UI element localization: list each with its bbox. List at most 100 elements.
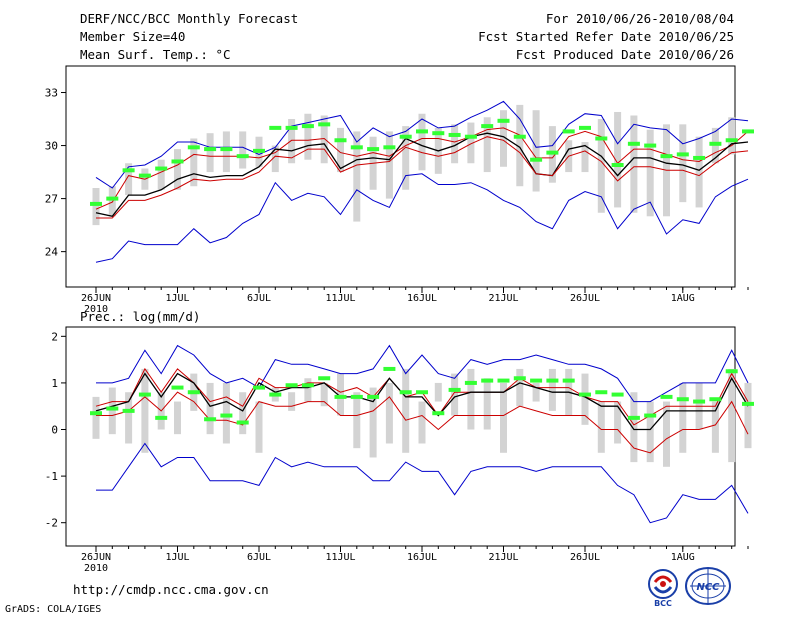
spread-box xyxy=(239,131,247,169)
member-marker xyxy=(269,392,282,397)
member-marker xyxy=(187,145,200,150)
x-tick-label: 16JUL xyxy=(407,552,437,563)
spread-box xyxy=(402,126,410,190)
spread-box xyxy=(483,378,491,430)
spread-box xyxy=(92,396,100,439)
member-marker xyxy=(367,394,380,399)
spread-box xyxy=(597,401,605,453)
series-inner-low xyxy=(96,391,749,454)
member-marker xyxy=(530,157,543,162)
series-outer-low xyxy=(95,173,749,263)
spread-box xyxy=(451,373,459,416)
spread-box xyxy=(304,113,312,160)
member-marker xyxy=(334,138,347,143)
grads-credit: GrADS: COLA/IGES xyxy=(5,604,102,615)
chart-title: DERF/NCC/BCC Monthly Forecast xyxy=(80,11,299,26)
x-tick-label: 11JUL xyxy=(325,552,355,563)
x-year-label: 2010 xyxy=(84,304,108,315)
member-marker xyxy=(138,173,151,178)
spread-box xyxy=(353,392,361,449)
member-marker xyxy=(367,147,380,152)
footer-url[interactable]: http://cmdp.ncc.cma.gov.cn xyxy=(73,582,269,597)
spread-box xyxy=(467,368,475,430)
member-marker xyxy=(301,383,314,388)
member-marker xyxy=(171,159,184,164)
spread-box xyxy=(532,110,540,192)
spread-box xyxy=(516,104,524,187)
fcst-started-date: Fcst Started Refer Date 2010/06/25 xyxy=(478,29,734,44)
series-mean xyxy=(95,372,749,431)
member-marker xyxy=(725,369,738,374)
spread-box xyxy=(369,387,377,458)
spread-box xyxy=(92,187,100,226)
member-marker xyxy=(676,397,689,402)
member-marker xyxy=(627,141,640,146)
y-tick-label: 27 xyxy=(45,193,58,206)
member-marker xyxy=(562,129,575,134)
member-marker xyxy=(90,201,102,206)
x-tick-label: 1AUG xyxy=(671,552,695,563)
member-marker xyxy=(709,141,722,146)
series-outer-high xyxy=(96,344,749,403)
spread-box xyxy=(141,368,149,453)
forecast-range: For 2010/06/26-2010/08/04 xyxy=(545,11,734,26)
member-marker xyxy=(513,134,526,139)
spread-box xyxy=(500,382,507,453)
spread-box xyxy=(320,382,328,407)
x-tick-label: 11JUL xyxy=(325,293,355,304)
spread-box xyxy=(516,368,524,407)
member-marker xyxy=(693,155,706,160)
member-marker xyxy=(285,125,298,130)
member-marker xyxy=(432,411,445,416)
x-tick-label: 1JUL xyxy=(165,293,189,304)
spread-box xyxy=(125,392,133,444)
member-marker xyxy=(497,378,510,383)
member-marker xyxy=(122,408,135,413)
plot-frame xyxy=(65,65,736,288)
member-marker xyxy=(236,154,249,159)
spread-box xyxy=(500,110,507,167)
spread-box xyxy=(728,368,736,463)
x-tick-label: 21JUL xyxy=(488,552,518,563)
spread-box xyxy=(679,382,687,453)
precip-title: Prec.: log(mm/d) xyxy=(80,309,200,324)
y-tick-label: -2 xyxy=(45,517,58,530)
spread-box xyxy=(385,131,393,199)
spread-box xyxy=(255,401,263,453)
member-marker xyxy=(187,390,200,395)
member-marker xyxy=(742,401,754,406)
spread-box xyxy=(467,122,475,164)
y-tick-label: 0 xyxy=(51,424,58,437)
spread-box xyxy=(288,392,296,411)
y-tick-label: 1 xyxy=(51,377,58,390)
fcst-produced-date: Fcst Produced Date 2010/06/26 xyxy=(515,47,734,62)
spread-box xyxy=(679,124,687,203)
member-marker xyxy=(350,394,363,399)
spread-box xyxy=(418,401,426,444)
y-tick-label: 2 xyxy=(51,330,58,343)
y-tick-label: 24 xyxy=(45,246,59,259)
spread-box xyxy=(222,382,230,444)
member-marker xyxy=(383,366,396,371)
x-tick-label: 1AUG xyxy=(671,293,695,304)
member-size: Member Size=40 xyxy=(80,29,186,44)
member-marker xyxy=(318,122,331,127)
member-marker xyxy=(301,124,314,129)
member-marker xyxy=(253,385,265,390)
x-tick-label: 6JUL xyxy=(247,552,271,563)
variable-title: Mean Surf. Temp.: °C xyxy=(80,47,231,62)
member-marker xyxy=(90,411,102,416)
spread-box xyxy=(353,131,361,222)
spread-box xyxy=(402,368,410,453)
spread-box xyxy=(646,401,654,463)
member-marker xyxy=(742,129,754,134)
spread-box xyxy=(532,382,540,402)
member-marker xyxy=(693,399,706,404)
x-year-label: 2010 xyxy=(84,563,108,574)
member-marker xyxy=(448,132,461,137)
spread-box xyxy=(695,136,703,208)
member-marker xyxy=(611,163,624,168)
member-marker xyxy=(350,145,363,150)
x-tick-label: 21JUL xyxy=(488,293,518,304)
